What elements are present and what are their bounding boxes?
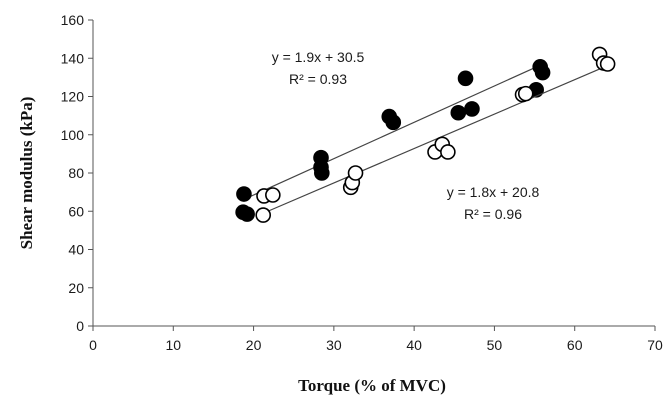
data-point-filled (314, 165, 330, 181)
x-axis-title: Torque (% of MVC) (298, 376, 446, 395)
data-point-open (255, 207, 272, 223)
x-tick-label: 0 (89, 337, 97, 353)
data-point-open (347, 165, 364, 181)
r-squared-2: R² = 0.96 (464, 206, 522, 222)
data-point-filled (450, 104, 467, 121)
y-tick-label: 0 (76, 318, 84, 334)
data-point-filled (385, 114, 402, 131)
data-point-filled (239, 206, 255, 222)
data-point-open (517, 85, 534, 102)
axes (88, 19, 656, 331)
y-tick-label: 160 (61, 12, 85, 28)
y-tick-label: 60 (68, 203, 84, 219)
data-point-filled (236, 186, 252, 202)
x-tick-label: 10 (165, 337, 181, 353)
data-point-open (599, 56, 616, 72)
y-tick-label: 40 (68, 242, 84, 258)
regression-equation-2: y = 1.8x + 20.8 (447, 184, 540, 200)
data-point-filled (457, 70, 474, 87)
trendline-1 (242, 63, 543, 201)
tick-labels: 0 20 40 60 80 100 120 140 160 0 10 20 30 40 50 60 70 (61, 12, 663, 353)
annotations: y = 1.9x + 30.5 R² = 0.93 y = 1.8x + 20.8 R… (272, 49, 540, 222)
data-point-open (265, 187, 281, 203)
y-tick-label: 20 (68, 280, 84, 296)
series-group (235, 46, 616, 223)
x-tick-label: 50 (487, 337, 503, 353)
y-tick-label: 100 (61, 127, 85, 143)
regression-equation-1: y = 1.9x + 30.5 (272, 49, 365, 65)
x-tick-label: 20 (246, 337, 262, 353)
x-tick-label: 70 (647, 337, 663, 353)
trendline-2 (262, 65, 608, 214)
r-squared-1: R² = 0.93 (289, 71, 347, 87)
y-tick-label: 80 (68, 165, 84, 181)
x-tick-label: 30 (326, 337, 342, 353)
data-point-filled (534, 64, 551, 81)
y-tick-label: 120 (61, 89, 85, 105)
data-point-filled (464, 101, 480, 117)
x-tick-label: 60 (567, 337, 583, 353)
data-point-open (440, 144, 456, 160)
x-tick-label: 40 (406, 337, 422, 353)
y-axis-title: Shear modulus (kPa) (17, 97, 36, 250)
y-tick-label: 140 (61, 50, 85, 66)
